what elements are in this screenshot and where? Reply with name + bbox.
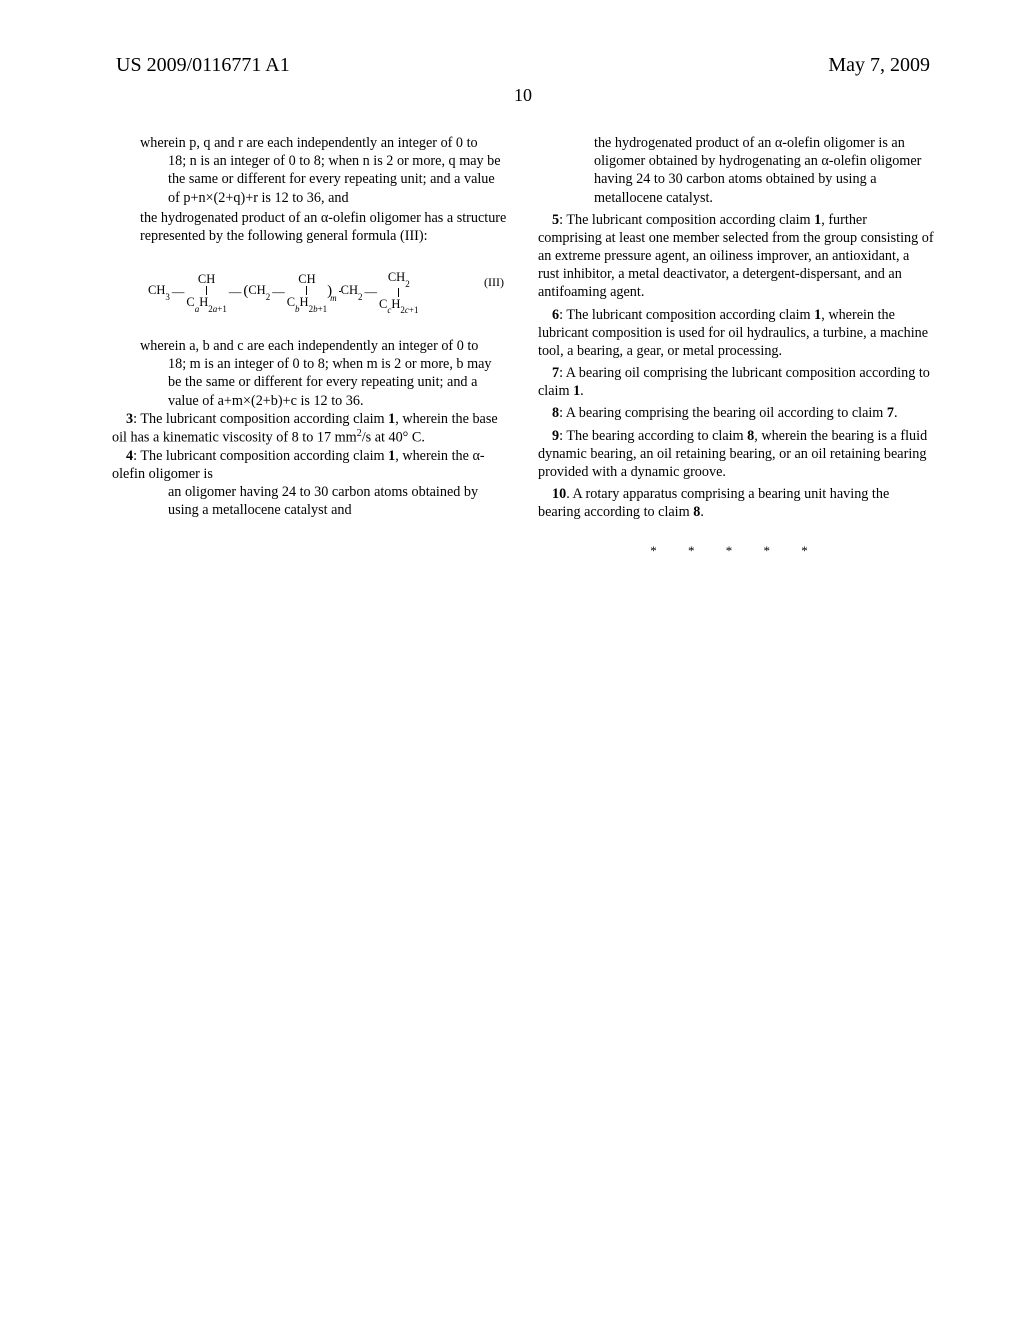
left-wherein-abc: wherein a, b and c are each independentl… <box>112 337 508 355</box>
claim-4-continued: the hydrogenated product of an α-olefin … <box>538 134 934 207</box>
claim-7: 7: A bearing oil comprising the lubrican… <box>538 364 934 400</box>
claim-4: 4: The lubricant composition according c… <box>112 447 508 483</box>
claim-8: 8: A bearing comprising the bearing oil … <box>538 404 934 422</box>
claim-5: 5: The lubricant composition according c… <box>538 211 934 302</box>
formula-iii-label: (III) <box>484 275 504 290</box>
ch-group-a: CH CaH2a+1 <box>186 273 226 312</box>
formula-iii-block: (III) CH3 — CH CaH2a+1 — ( CH2 <box>112 271 508 313</box>
publication-number: US 2009/0116771 A1 <box>116 54 290 77</box>
claim-4-sub: an oligomer having 24 to 30 carbon atoms… <box>112 483 508 519</box>
claim-10: 10. A rotary apparatus comprising a bear… <box>538 485 934 521</box>
patent-page: US 2009/0116771 A1 May 7, 2009 10 wherei… <box>0 0 1024 1320</box>
claim-6: 6: The lubricant composition according c… <box>538 306 934 361</box>
right-column: the hydrogenated product of an α-olefin … <box>538 134 934 560</box>
end-stars: * * * * * <box>538 543 934 560</box>
formula-iii: CH3 — CH CaH2a+1 — ( CH2 — <box>112 271 508 313</box>
left-wherein-pqr-rest: 18; n is an integer of 0 to 8; when n is… <box>112 152 508 207</box>
left-wherein-abc-rest: 18; m is an integer of 0 to 8; when m is… <box>112 355 508 410</box>
ch-group-c: CH2 CcH2c+1 <box>379 271 418 313</box>
claim-3: 3: The lubricant composition according c… <box>112 410 508 447</box>
text-columns: wherein p, q and r are each independentl… <box>112 134 934 560</box>
ch-group-b: CH CbH2b+1 <box>287 273 327 312</box>
left-formula-intro: the hydrogenated product of an α-olefin … <box>112 209 508 245</box>
page-number: 10 <box>112 85 934 106</box>
left-column: wherein p, q and r are each independentl… <box>112 134 508 560</box>
claim-9: 9: The bearing according to claim 8, whe… <box>538 427 934 482</box>
repeat-unit: ( CH2 — CH CbH2b+1 ) m <box>243 273 338 312</box>
formula-top-row: CH3 — CH CaH2a+1 — ( CH2 — <box>148 271 508 313</box>
publication-date: May 7, 2009 <box>828 54 930 77</box>
page-header: US 2009/0116771 A1 May 7, 2009 <box>112 54 934 77</box>
left-wherein-pqr: wherein p, q and r are each independentl… <box>112 134 508 152</box>
